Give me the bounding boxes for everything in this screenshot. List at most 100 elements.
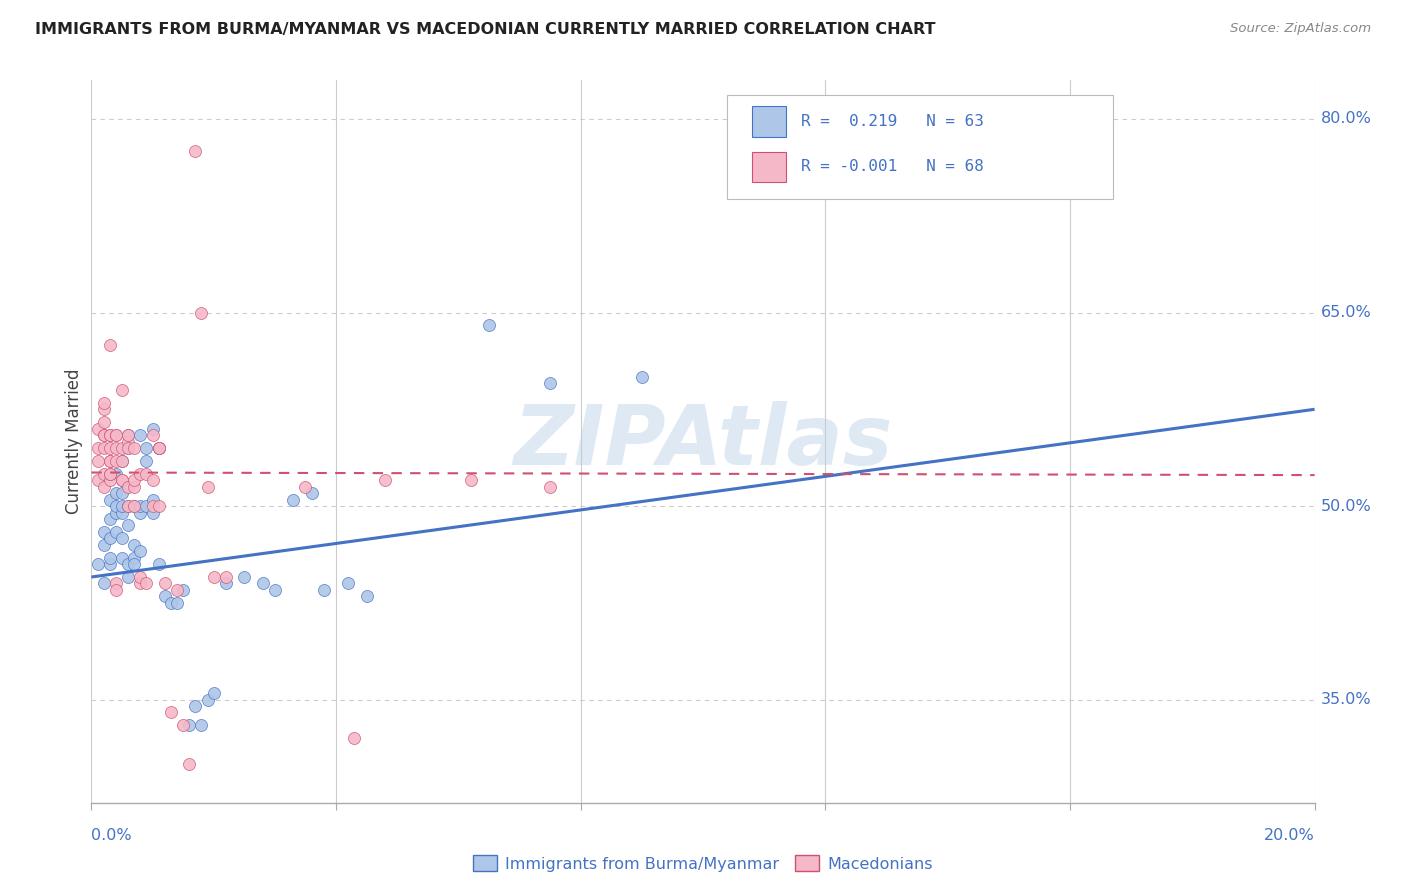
Point — [111, 473, 134, 487]
Point — [117, 518, 139, 533]
Point — [538, 480, 561, 494]
Point — [104, 428, 127, 442]
Point — [166, 582, 188, 597]
Point — [141, 422, 163, 436]
Point — [179, 757, 201, 772]
Point — [111, 506, 134, 520]
FancyBboxPatch shape — [727, 95, 1112, 200]
Point — [172, 718, 194, 732]
Point — [98, 441, 121, 455]
Point — [252, 576, 274, 591]
Point — [104, 499, 127, 513]
Point — [141, 473, 163, 487]
Point — [141, 499, 163, 513]
Point — [148, 557, 170, 571]
Point — [153, 590, 176, 604]
Point — [104, 576, 127, 591]
Text: 65.0%: 65.0% — [1320, 305, 1371, 320]
Text: 35.0%: 35.0% — [1320, 692, 1371, 707]
Point — [93, 480, 115, 494]
Point — [86, 454, 108, 468]
Point — [122, 550, 145, 565]
Point — [111, 499, 134, 513]
Point — [122, 480, 145, 494]
Point — [129, 467, 152, 481]
Point — [93, 524, 115, 539]
Point — [104, 467, 127, 481]
Point — [190, 718, 212, 732]
Point — [93, 576, 115, 591]
Point — [93, 428, 115, 442]
Point — [294, 480, 316, 494]
Text: 0.0%: 0.0% — [91, 828, 132, 843]
Bar — [752, 106, 786, 136]
Point — [117, 441, 139, 455]
Point — [86, 557, 108, 571]
Point — [148, 441, 170, 455]
Point — [202, 686, 225, 700]
Point — [337, 576, 360, 591]
Point — [160, 596, 183, 610]
Point — [215, 576, 238, 591]
Text: 50.0%: 50.0% — [1320, 499, 1371, 514]
Point — [111, 531, 134, 545]
Point — [117, 428, 139, 442]
Point — [98, 454, 121, 468]
Point — [98, 531, 121, 545]
Point — [122, 499, 145, 513]
Point — [117, 499, 139, 513]
Point — [129, 506, 152, 520]
Point — [129, 544, 152, 558]
Point — [374, 473, 396, 487]
Point — [104, 486, 127, 500]
Point — [135, 441, 157, 455]
Point — [86, 441, 108, 455]
Point — [86, 473, 108, 487]
Text: R =  0.219   N = 63: R = 0.219 N = 63 — [801, 114, 984, 129]
Point — [264, 582, 287, 597]
Point — [197, 692, 219, 706]
Text: R = -0.001   N = 68: R = -0.001 N = 68 — [801, 160, 984, 175]
Point — [104, 454, 127, 468]
Point — [111, 473, 134, 487]
Point — [93, 396, 115, 410]
Point — [117, 499, 139, 513]
Point — [117, 557, 139, 571]
Point — [141, 506, 163, 520]
Point — [122, 538, 145, 552]
Point — [104, 428, 127, 442]
Point — [98, 473, 121, 487]
Point — [93, 428, 115, 442]
Point — [98, 557, 121, 571]
Point — [478, 318, 501, 333]
Text: 80.0%: 80.0% — [1320, 112, 1372, 127]
Point — [135, 467, 157, 481]
Point — [312, 582, 335, 597]
Point — [98, 467, 121, 481]
Point — [93, 467, 115, 481]
Point — [153, 576, 176, 591]
Text: 20.0%: 20.0% — [1264, 828, 1315, 843]
Point — [135, 576, 157, 591]
Point — [93, 441, 115, 455]
Point — [98, 550, 121, 565]
Point — [135, 454, 157, 468]
Point — [98, 512, 121, 526]
Point — [356, 590, 378, 604]
Point — [98, 338, 121, 352]
Legend: Immigrants from Burma/Myanmar, Macedonians: Immigrants from Burma/Myanmar, Macedonia… — [467, 848, 939, 878]
Point — [283, 492, 305, 507]
Bar — [752, 152, 786, 182]
Point — [111, 441, 134, 455]
Point — [148, 441, 170, 455]
Point — [104, 524, 127, 539]
Point — [301, 486, 323, 500]
Point — [233, 570, 256, 584]
Point — [98, 492, 121, 507]
Point — [104, 506, 127, 520]
Point — [190, 305, 212, 319]
Point — [184, 699, 207, 714]
Y-axis label: Currently Married: Currently Married — [65, 368, 83, 515]
Point — [117, 434, 139, 449]
Point — [538, 376, 561, 391]
